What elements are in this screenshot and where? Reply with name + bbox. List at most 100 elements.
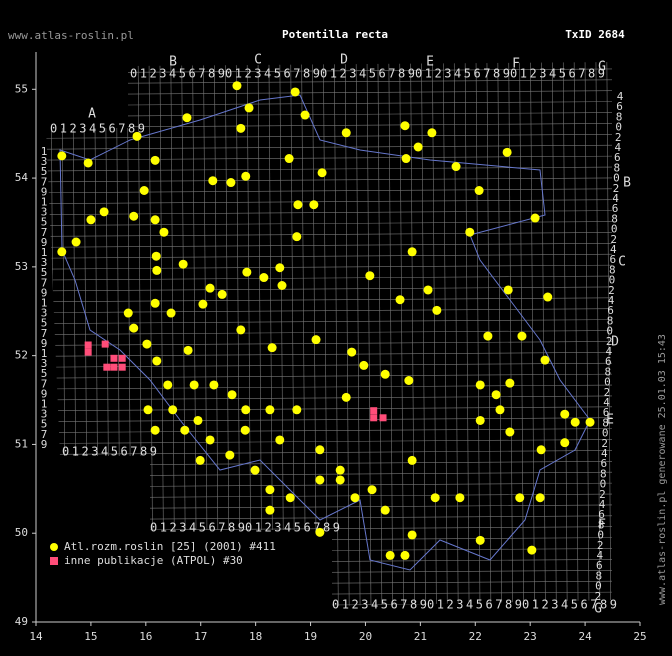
atpol-line (46, 123, 612, 128)
footer: www.atlas-roslin.pl generowane 25.01.03 … (657, 334, 668, 605)
grid-letter: F (512, 57, 520, 72)
grid-digit: 0 (611, 223, 618, 236)
record-dot (152, 265, 162, 275)
record-dot (166, 308, 176, 318)
record-dot (241, 405, 251, 415)
record-dot (400, 121, 410, 131)
x-tick-label: 17 (194, 630, 207, 643)
grid-digit: 6 (609, 253, 616, 266)
grid-digit: 6 (607, 304, 614, 317)
grid-digit: 7 (41, 276, 48, 289)
record-dot (505, 378, 515, 388)
grid-digit: 2 (615, 131, 622, 144)
grid-digit: 1 (41, 196, 48, 209)
grid-digit: 5 (41, 418, 48, 431)
record-dot (259, 273, 269, 283)
x-tick-label: 19 (304, 630, 317, 643)
record-dot (367, 485, 377, 495)
atpol-line (46, 341, 612, 346)
atpol-line (46, 264, 612, 270)
record-dot (139, 186, 149, 196)
record-dot (474, 186, 484, 196)
record-dot (317, 168, 327, 178)
record-dot (292, 405, 302, 415)
record-dot (543, 292, 553, 302)
grid-digit: 0 (613, 172, 620, 185)
record-dot (293, 200, 303, 210)
record-dot (209, 380, 219, 390)
atpol-line (159, 62, 165, 606)
atpol-line (584, 62, 590, 606)
grid-letter: D (611, 335, 619, 350)
atpol-line (46, 439, 612, 444)
atpol-line (475, 62, 481, 606)
grid-digit: 1 (41, 297, 48, 310)
title: Potentilla recta (282, 28, 388, 41)
y-tick-label: 52 (15, 349, 28, 362)
record-dot (430, 493, 440, 503)
grid-digit: 0 (600, 478, 607, 491)
record-dot (183, 345, 193, 355)
record-dot (427, 128, 437, 138)
grid-digit: 8 (600, 467, 607, 480)
record-dot (535, 493, 545, 503)
record-dot (350, 493, 360, 503)
record-dot (483, 331, 493, 341)
grid-digit: 8 (598, 518, 605, 531)
grid-digit: 9 (41, 337, 48, 350)
grid-digit: 9 (41, 185, 48, 198)
grid-digit: 2 (613, 182, 620, 195)
atpol-line (562, 62, 568, 606)
x-tick-label: 18 (249, 630, 262, 643)
atpol-line (46, 319, 612, 324)
record-dot (380, 369, 390, 379)
grid-digit: 1 (41, 145, 48, 158)
atpol-line (46, 112, 612, 117)
record-dot (265, 505, 275, 515)
grid-digit: 8 (614, 161, 621, 174)
x-tick-label: 15 (84, 630, 97, 643)
grid-digit: 9 (41, 236, 48, 249)
record-square (370, 407, 378, 415)
record-dot (250, 465, 260, 475)
record-dot (265, 485, 275, 495)
record-dot (530, 213, 540, 223)
grid-digit: 6 (600, 457, 607, 470)
grid-digit: 5 (41, 165, 48, 178)
record-dot (423, 285, 433, 295)
atpol-line (148, 62, 154, 606)
record-dot (465, 227, 475, 237)
record-dot (560, 438, 570, 448)
record-dot (178, 259, 188, 269)
atpol-line (181, 62, 186, 606)
record-dot (407, 530, 417, 540)
record-dot (168, 405, 178, 415)
atpol-line (497, 62, 503, 606)
legend-marker (50, 543, 58, 551)
record-dot (83, 158, 93, 168)
legend-label: inne publikacje (ATPOL) #30 (64, 554, 243, 567)
atpol-line (46, 79, 612, 85)
atpol-line (46, 144, 612, 150)
record-dot (232, 81, 242, 91)
record-square (84, 341, 92, 349)
grid-digit: 4 (608, 294, 615, 307)
record-dot (517, 331, 527, 341)
grid-digit: 3 (41, 357, 48, 370)
grid-letter: E (426, 55, 434, 70)
x-tick-label: 14 (29, 630, 43, 643)
atpol-line (46, 297, 612, 303)
record-dot (536, 445, 546, 455)
atpol-line (46, 90, 612, 95)
y-tick-label: 51 (15, 437, 28, 450)
record-dot (129, 323, 139, 333)
grid-digit: 9 (41, 387, 48, 400)
grid-digit: 0 (609, 274, 616, 287)
record-dot (385, 550, 395, 560)
record-dot (309, 200, 319, 210)
atpol-line (46, 68, 612, 74)
record-dot (86, 215, 96, 225)
grid-letter: C (618, 255, 626, 270)
grid-letter: D (340, 53, 348, 68)
atpol-line (46, 188, 612, 194)
